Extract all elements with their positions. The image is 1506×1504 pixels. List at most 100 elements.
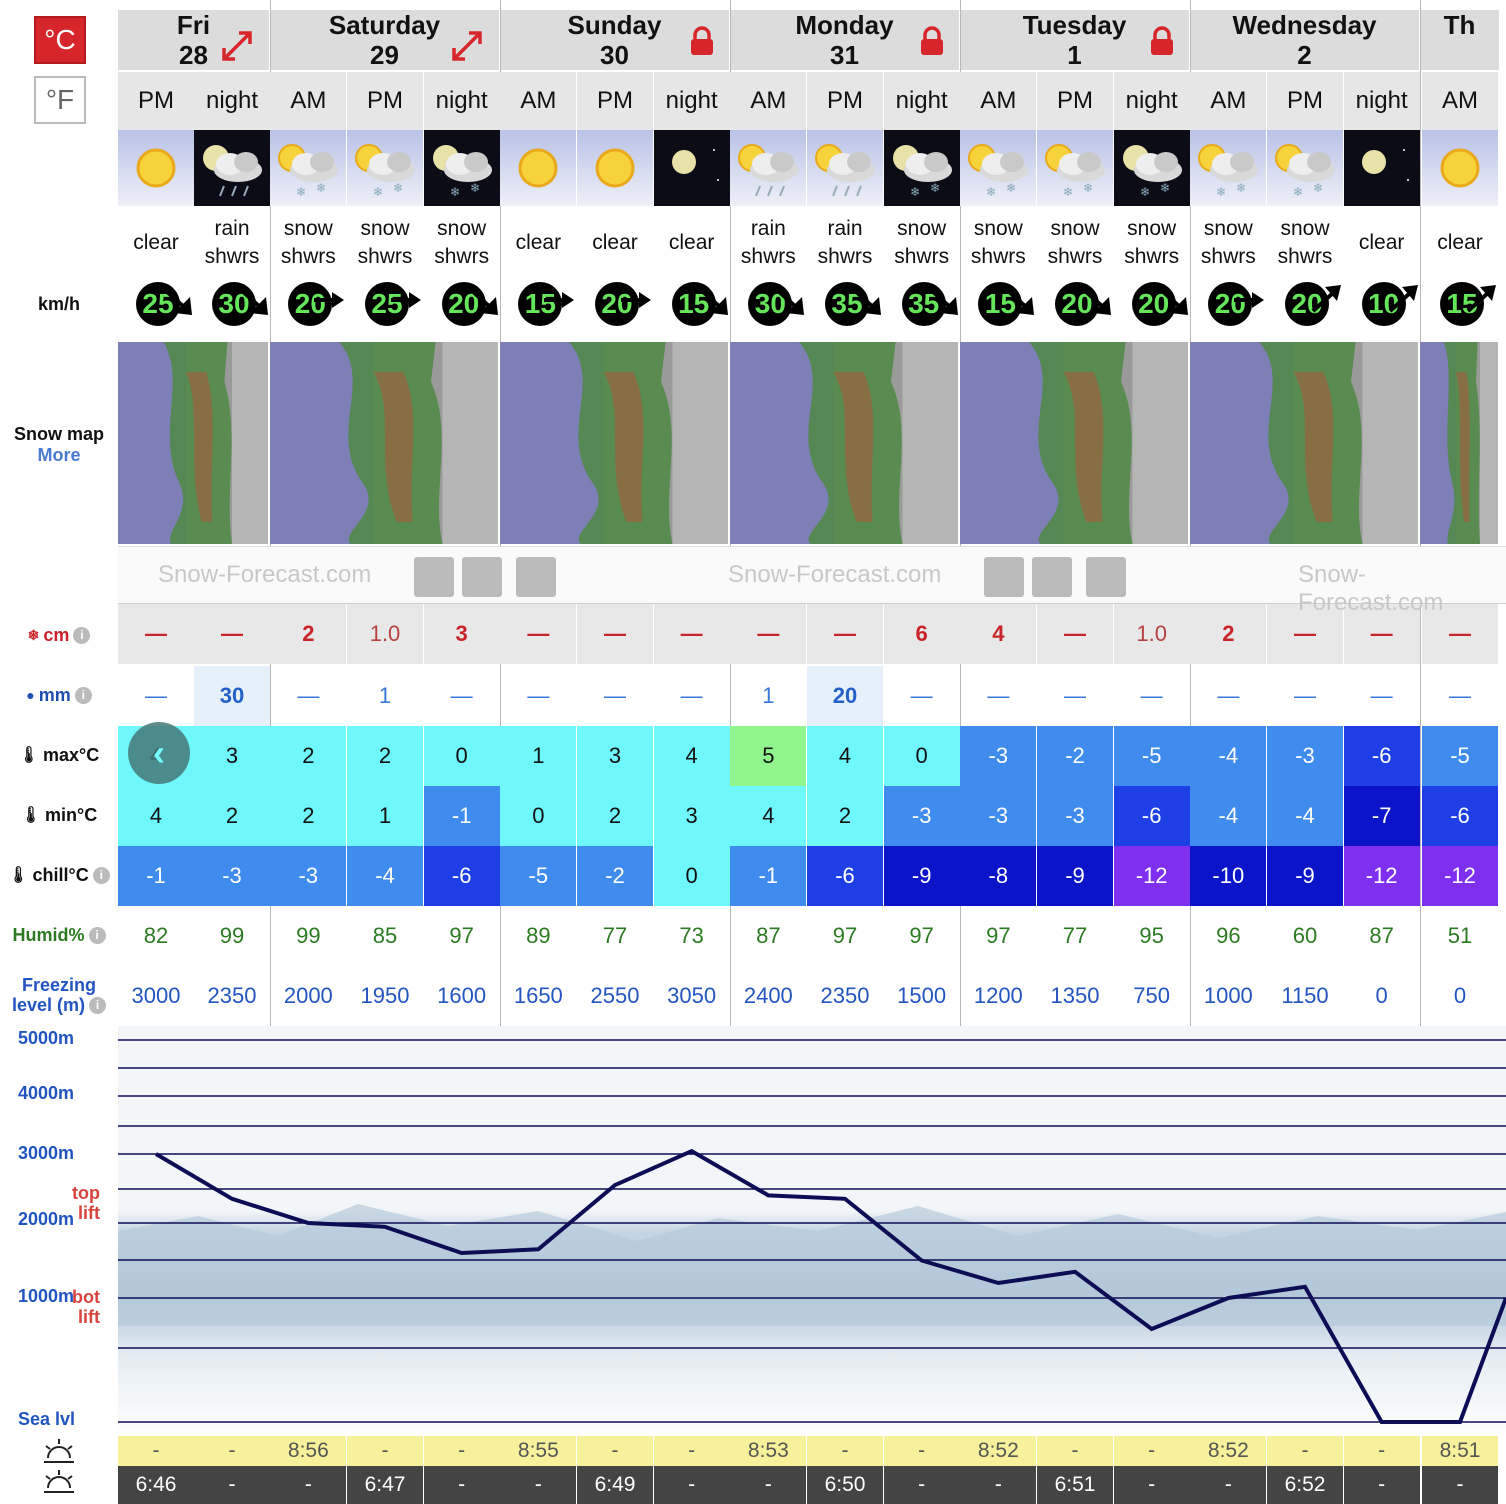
- freezing-level-line: [154, 1148, 1506, 1424]
- weather-summary: clear: [1344, 208, 1420, 278]
- summary-text: snow shwrs: [434, 215, 489, 271]
- chill-temp-cell: -9: [1037, 846, 1113, 906]
- humidity-value: 51: [1447, 923, 1473, 948]
- wind-direction-arrow-icon: [468, 287, 498, 315]
- snow-map-thumbnail[interactable]: [500, 342, 728, 544]
- day-header[interactable]: Saturday 29: [270, 10, 499, 70]
- sunset-time: -: [1343, 1466, 1420, 1504]
- weather-icon-cell: [118, 130, 194, 206]
- freezing-level-value: 0: [1453, 983, 1467, 1008]
- svg-text:❄: ❄: [1313, 181, 1323, 195]
- weather-summary: snow shwrs: [347, 208, 423, 278]
- freezing-level-value: 1950: [360, 983, 410, 1008]
- info-icon[interactable]: i: [74, 686, 92, 704]
- snow-map-thumbnail[interactable]: [270, 342, 498, 544]
- freezing-level-chart: [118, 1026, 1506, 1436]
- thermometer-icon: 🌡: [8, 867, 29, 884]
- altitude-4000: 4000m: [18, 1083, 75, 1103]
- snowflake-icon: ❄: [27, 626, 40, 643]
- chill-temp-cell: -3: [270, 846, 347, 906]
- wind-direction-arrow-icon: [314, 292, 345, 308]
- info-icon[interactable]: i: [89, 996, 107, 1014]
- wind-speed-badge: 15: [671, 282, 716, 326]
- sunset-time: 6:50: [807, 1466, 883, 1504]
- weather-summary: snow shwrs: [884, 208, 960, 278]
- freezing-level-value: 1000: [1203, 983, 1253, 1008]
- sunrise-time: -: [883, 1436, 960, 1466]
- day-name: Th: [1443, 10, 1476, 40]
- sunrise-time: -: [807, 1436, 883, 1466]
- chill-temp-cell: -1: [730, 846, 807, 906]
- sunset-time: 6:49: [577, 1466, 653, 1504]
- snowfall-cm: 2: [1190, 604, 1267, 664]
- period-label: PM: [807, 72, 883, 130]
- weather-summary: snow shwrs: [1114, 208, 1190, 278]
- min-temp-cell: -3: [1037, 786, 1113, 846]
- snow-map-thumbnail[interactable]: [1190, 342, 1418, 544]
- wind-speed-badge: 20: [1131, 282, 1176, 326]
- svg-text:❄: ❄: [296, 185, 306, 199]
- sun-icon: [595, 148, 635, 188]
- day-header[interactable]: Th: [1420, 10, 1499, 70]
- sun-icon: [136, 148, 176, 188]
- lock-icon[interactable]: [1147, 26, 1177, 56]
- day-header[interactable]: Wednesday 2: [1190, 10, 1419, 70]
- day-header[interactable]: Sunday 30: [500, 10, 729, 70]
- summary-text: snow shwrs: [281, 215, 336, 271]
- celsius-toggle[interactable]: °C: [34, 16, 86, 64]
- day-separator: [960, 0, 961, 1436]
- svg-text:❄: ❄: [1160, 181, 1170, 195]
- weather-icon-cell: ❄ ❄: [960, 130, 1037, 206]
- sunrise-time: -: [1343, 1436, 1420, 1466]
- rainfall-mm: —: [1294, 683, 1316, 708]
- max-temp-cell: -3: [960, 726, 1037, 786]
- summary-text: snow shwrs: [358, 215, 413, 271]
- weather-icon-cell: [1343, 130, 1420, 206]
- lock-icon[interactable]: [917, 26, 947, 56]
- lock-icon[interactable]: [687, 26, 717, 56]
- snow-map-thumbnail[interactable]: [730, 342, 958, 544]
- rainfall-mm: 1: [378, 683, 392, 708]
- sunrise-time: -: [1113, 1436, 1190, 1466]
- snow-map-thumbnail[interactable]: [960, 342, 1188, 544]
- day-header[interactable]: Tuesday 1: [960, 10, 1189, 70]
- humidity-value: 77: [1062, 923, 1088, 948]
- fahrenheit-toggle[interactable]: °F: [34, 76, 86, 124]
- expand-icon[interactable]: [219, 28, 255, 64]
- weather-summary: snow shwrs: [1267, 208, 1343, 278]
- snow-map-thumbnail[interactable]: [118, 342, 268, 544]
- period-label: night: [194, 72, 270, 130]
- snow-map-thumbnail[interactable]: [1420, 342, 1498, 544]
- wind-speed-badge: 25: [365, 282, 409, 326]
- min-temp-cell: -6: [1113, 786, 1190, 846]
- rainfall-mm: —: [987, 683, 1010, 708]
- info-icon[interactable]: i: [92, 866, 110, 884]
- day-header[interactable]: Fri 28: [118, 10, 269, 70]
- summary-line-1: snow: [973, 217, 1023, 240]
- freezing-level-value: 1600: [437, 983, 487, 1008]
- summary-line-2: shwrs: [1200, 245, 1256, 268]
- snow-map-more-link[interactable]: More: [37, 444, 81, 465]
- cloud-sun-icon: [984, 557, 1024, 597]
- expand-icon[interactable]: [449, 28, 485, 64]
- snowfall-cm: —: [730, 604, 807, 664]
- sunset-time: -: [883, 1466, 960, 1504]
- day-header[interactable]: Monday 31: [730, 10, 959, 70]
- period-label: PM: [1037, 72, 1113, 130]
- summary-line-2: shwrs: [740, 245, 796, 268]
- info-icon[interactable]: i: [88, 926, 106, 944]
- weather-summary: snow shwrs: [1190, 208, 1266, 278]
- day-name: Fri: [176, 10, 211, 40]
- wind-direction-arrow-icon: [544, 292, 575, 308]
- sunset-time: -: [1422, 1466, 1498, 1504]
- back-arrow-button[interactable]: ‹: [128, 722, 190, 784]
- wind-direction-arrow-icon: [391, 292, 421, 308]
- sunrise-time: 8:52: [960, 1436, 1037, 1466]
- rainfall-mm: —: [450, 683, 473, 708]
- period-label: night: [1113, 72, 1190, 130]
- weather-summary: clear: [654, 208, 730, 278]
- info-icon[interactable]: i: [73, 626, 91, 644]
- summary-text: snow shwrs: [1278, 215, 1333, 271]
- summary-line-1: clear: [1437, 231, 1483, 254]
